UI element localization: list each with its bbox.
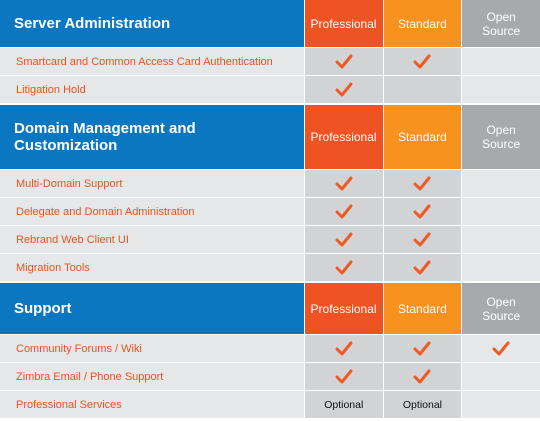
- feature-cell: [383, 335, 462, 362]
- checkmark: [413, 341, 431, 355]
- feature-name: Rebrand Web Client UI: [0, 226, 304, 253]
- checkmark: [335, 82, 353, 96]
- feature-cell: [462, 48, 540, 75]
- feature-cell: [383, 170, 462, 197]
- checkmark: [413, 176, 431, 190]
- feature-name: Community Forums / Wiki: [0, 335, 304, 362]
- feature-row: Professional Services Optional Optional: [0, 391, 540, 418]
- feature-row: Delegate and Domain Administration: [0, 198, 540, 225]
- checkmark: [492, 341, 510, 355]
- feature-cell: [462, 254, 540, 281]
- feature-cell: [304, 363, 383, 390]
- section: Domain Management and Customization Profe…: [0, 105, 540, 281]
- section-title: Domain Management and Customization: [0, 105, 304, 169]
- feature-cell: [304, 198, 383, 225]
- feature-cell: [383, 254, 462, 281]
- feature-cell: [383, 363, 462, 390]
- column-header: Professional: [304, 0, 383, 47]
- feature-row: Multi-Domain Support: [0, 170, 540, 197]
- checkmark: [413, 232, 431, 246]
- checkmark: [335, 369, 353, 383]
- feature-cell: [304, 226, 383, 253]
- feature-cell: [462, 198, 540, 225]
- feature-cell: [304, 254, 383, 281]
- feature-name: Delegate and Domain Administration: [0, 198, 304, 225]
- feature-cell: [304, 335, 383, 362]
- feature-name: Migration Tools: [0, 254, 304, 281]
- feature-name: Multi-Domain Support: [0, 170, 304, 197]
- feature-cell: [383, 226, 462, 253]
- checkmark: [335, 260, 353, 274]
- feature-name: Zimbra Email / Phone Support: [0, 363, 304, 390]
- column-header: Standard: [383, 0, 462, 47]
- column-header: Open Source: [462, 283, 540, 334]
- feature-cell: [304, 48, 383, 75]
- checkmark: [413, 54, 431, 68]
- checkmark: [335, 176, 353, 190]
- feature-cell: Optional: [304, 391, 383, 418]
- checkmark: [335, 341, 353, 355]
- feature-name: Litigation Hold: [0, 76, 304, 103]
- feature-cell: [462, 76, 540, 103]
- feature-row: Migration Tools: [0, 254, 540, 281]
- feature-cell: [462, 170, 540, 197]
- feature-row: Smartcard and Common Access Card Authent…: [0, 48, 540, 75]
- feature-cell: [383, 48, 462, 75]
- column-header: Professional: [304, 283, 383, 334]
- column-header: Standard: [383, 105, 462, 169]
- cell-text: Optional: [324, 398, 364, 411]
- feature-cell: [462, 363, 540, 390]
- column-header: Professional: [304, 105, 383, 169]
- checkmark: [413, 204, 431, 218]
- column-header: Open Source: [462, 0, 540, 47]
- checkmark: [335, 204, 353, 218]
- checkmark: [335, 232, 353, 246]
- section-title: Server Administration: [0, 0, 304, 47]
- cell-text: Optional: [402, 398, 442, 411]
- checkmark: [413, 369, 431, 383]
- section-title: Support: [0, 283, 304, 334]
- feature-cell: [383, 76, 462, 103]
- section: Support Professional Standard Open Source Co…: [0, 283, 540, 418]
- feature-cell: [383, 198, 462, 225]
- feature-name: Smartcard and Common Access Card Authent…: [0, 48, 304, 75]
- feature-cell: Optional: [383, 391, 462, 418]
- section: Server Administration Professional Standar…: [0, 0, 540, 103]
- feature-cell: [304, 170, 383, 197]
- column-header: Standard: [383, 283, 462, 334]
- checkmark: [335, 54, 353, 68]
- feature-row: Zimbra Email / Phone Support: [0, 363, 540, 390]
- section-header: Server Administration Professional Standar…: [0, 0, 540, 47]
- feature-row: Community Forums / Wiki: [0, 335, 540, 362]
- feature-row: Rebrand Web Client UI: [0, 226, 540, 253]
- section-header: Domain Management and Customization Profe…: [0, 105, 540, 169]
- feature-cell: [462, 391, 540, 418]
- column-header: Open Source: [462, 105, 540, 169]
- feature-cell: [462, 226, 540, 253]
- feature-cell: [462, 335, 540, 362]
- section-header: Support Professional Standard Open Source: [0, 283, 540, 334]
- feature-name: Professional Services: [0, 391, 304, 418]
- feature-row: Litigation Hold: [0, 76, 540, 103]
- feature-cell: [304, 76, 383, 103]
- checkmark: [413, 260, 431, 274]
